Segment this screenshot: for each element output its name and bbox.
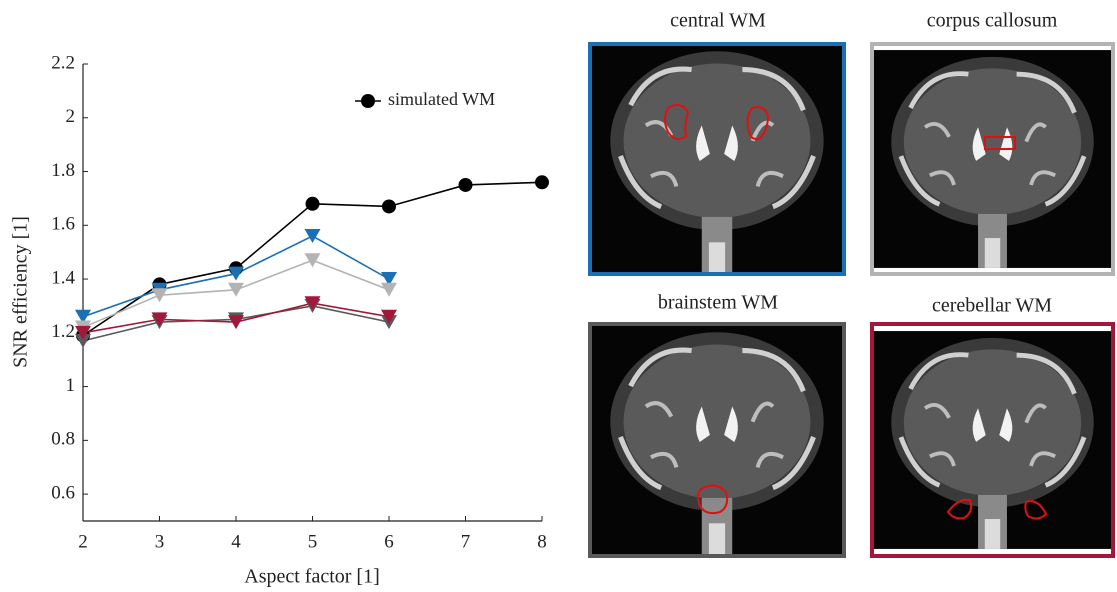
x-tick-label: 4	[231, 531, 241, 552]
mri-image	[590, 325, 844, 555]
y-tick-label: 1.6	[51, 214, 75, 235]
x-tick-label: 5	[308, 531, 318, 552]
data-point	[381, 283, 397, 297]
x-axis-label: Aspect factor [1]	[244, 566, 380, 588]
legend-marker	[361, 94, 375, 108]
data-point	[382, 199, 396, 213]
data-point	[305, 253, 321, 267]
x-tick-label: 8	[537, 531, 547, 552]
data-point	[228, 267, 244, 281]
mri-image	[590, 44, 844, 274]
y-tick-label: 1.4	[51, 267, 75, 288]
panel-title: brainstem WM	[658, 292, 778, 314]
legend-label: simulated WM	[388, 89, 495, 109]
data-point	[306, 197, 320, 211]
mri-image	[872, 50, 1113, 268]
y-tick-label: 1	[66, 375, 76, 396]
y-tick-label: 0.8	[51, 429, 75, 450]
y-tick-label: 0.6	[51, 482, 75, 503]
panel: brainstem WM	[590, 292, 844, 556]
data-point	[459, 178, 473, 192]
mri-image	[872, 331, 1113, 549]
panel: central WM	[590, 10, 844, 274]
figure: central WM corpus callosum brainstem WM …	[0, 0, 1117, 592]
y-tick-label: 1.8	[51, 160, 75, 181]
y-tick-label: 2.2	[51, 52, 75, 73]
panel-title: corpus callosum	[927, 10, 1058, 32]
data-point	[305, 229, 321, 243]
panel-title: central WM	[670, 10, 766, 32]
x-tick-label: 6	[384, 531, 394, 552]
y-tick-label: 2	[66, 106, 76, 127]
panel-title: cerebellar WM	[932, 295, 1052, 317]
x-tick-label: 2	[78, 531, 88, 552]
data-point	[535, 175, 549, 189]
x-tick-label: 7	[461, 531, 471, 552]
panel: corpus callosum	[872, 10, 1113, 274]
x-tick-label: 3	[155, 531, 165, 552]
panel: cerebellar WM	[872, 295, 1113, 556]
data-point	[305, 296, 321, 310]
y-tick-label: 1.2	[51, 321, 75, 342]
y-axis-label: SNR efficiency [1]	[10, 216, 32, 368]
